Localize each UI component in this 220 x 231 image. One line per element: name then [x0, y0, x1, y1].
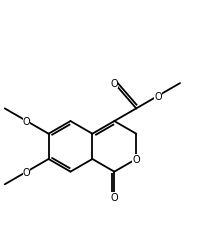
Text: O: O — [23, 167, 31, 177]
Text: O: O — [110, 79, 118, 89]
Text: O: O — [23, 117, 31, 127]
Text: O: O — [154, 91, 162, 101]
Text: O: O — [132, 154, 140, 164]
Text: O: O — [110, 192, 118, 202]
